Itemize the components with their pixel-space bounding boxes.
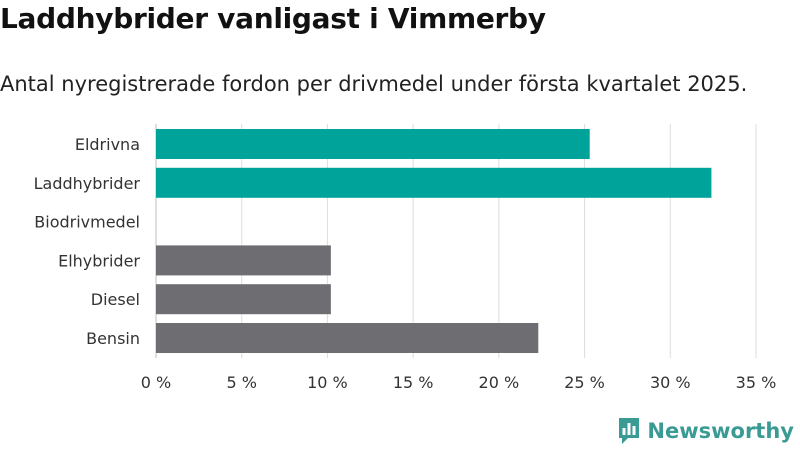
category-label: Diesel (91, 290, 140, 309)
x-tick-label: 0 % (141, 373, 171, 392)
x-tick-label: 30 % (650, 373, 691, 392)
bar-eldrivna (156, 129, 590, 159)
category-label: Bensin (86, 329, 140, 348)
newsworthy-logo-icon (619, 418, 640, 444)
x-tick-label: 25 % (564, 373, 605, 392)
bar-laddhybrider (156, 167, 712, 198)
x-tick-label: 20 % (479, 373, 520, 392)
category-label: Laddhybrider (34, 174, 141, 193)
category-label: Eldrivna (75, 135, 140, 154)
x-tick-label: 10 % (307, 373, 348, 392)
x-tick-label: 15 % (393, 373, 434, 392)
x-tick-label: 5 % (226, 373, 256, 392)
bar-bensin (156, 323, 539, 353)
bar-diesel (156, 284, 331, 315)
gridlines (155, 124, 757, 358)
bar-elhybrider (156, 245, 331, 276)
brand-name: Newsworthy (647, 419, 794, 443)
bars (156, 129, 712, 353)
x-tick-label: 35 % (736, 373, 777, 392)
category-label: Elhybrider (58, 251, 140, 270)
chart-title: Laddhybrider vanligast i Vimmerby (0, 2, 546, 35)
category-label: Biodrivmedel (34, 213, 140, 232)
brand-logo: Newsworthy (617, 416, 794, 446)
category-labels: Eldrivna Laddhybrider Biodrivmedel Elhybrid… (34, 135, 141, 348)
x-axis-tick-labels: 0 % 5 % 10 % 15 % 20 % 25 % 30 % 35 % (141, 373, 777, 392)
chart-subtitle: Antal nyregistrerade fordon per drivmede… (0, 72, 748, 96)
